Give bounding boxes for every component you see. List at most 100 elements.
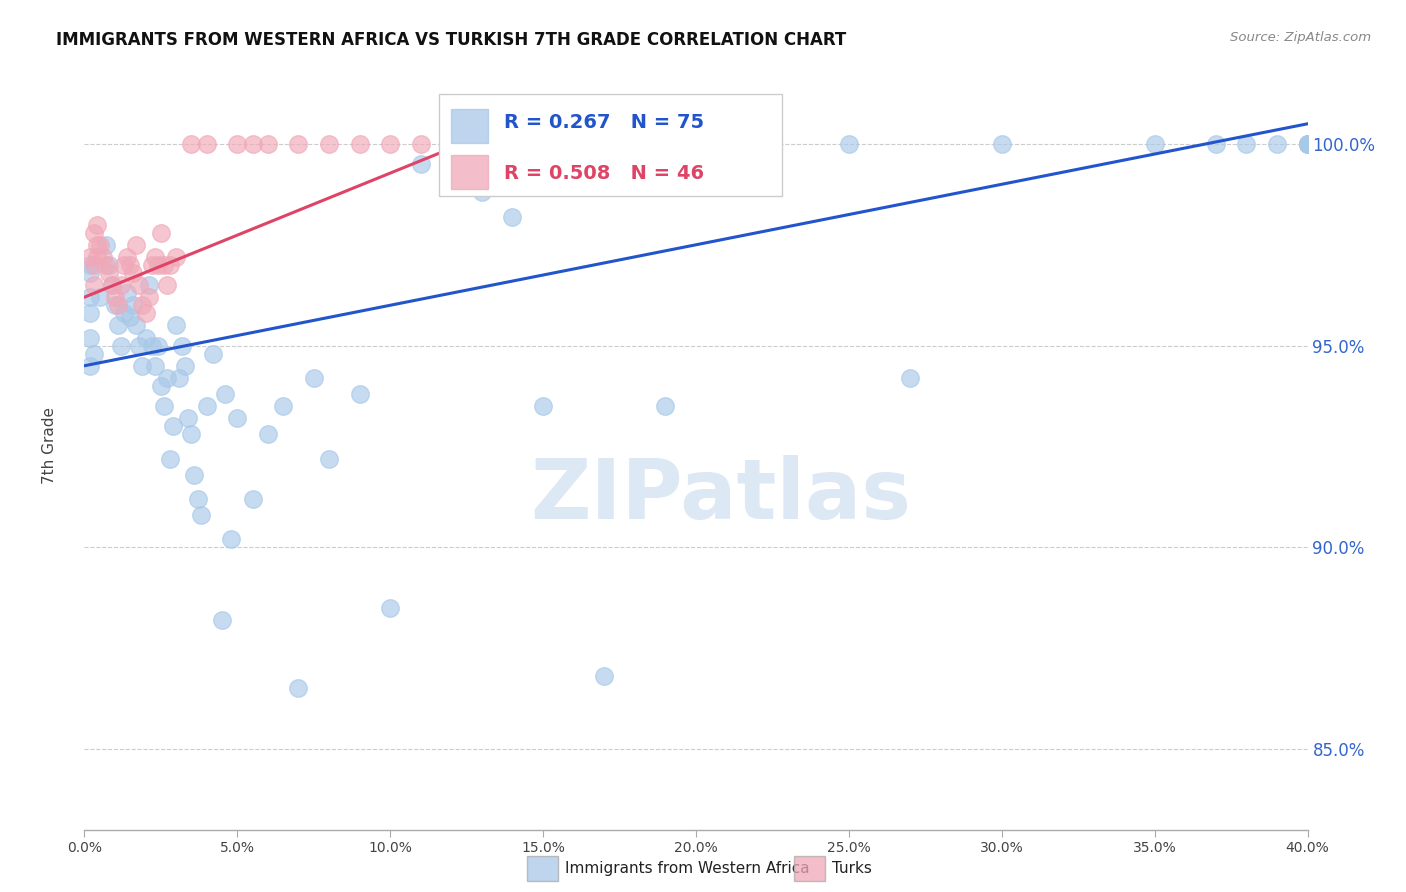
Point (186, 491, 208, 506)
Point (83, 278, 105, 293)
Point (226, 136, 249, 151)
Point (180, 136, 202, 151)
Point (94, 258, 117, 272)
Point (156, 278, 179, 293)
Point (1143, 136, 1166, 151)
Point (654, 399, 676, 413)
Point (79, 266, 101, 280)
Point (409, 136, 432, 151)
Point (287, 681, 309, 696)
Point (1296, 136, 1319, 151)
FancyBboxPatch shape (439, 95, 782, 196)
Point (125, 318, 148, 333)
Point (1296, 136, 1319, 151)
Point (159, 258, 181, 272)
Text: R = 0.508   N = 46: R = 0.508 N = 46 (503, 164, 704, 183)
Point (122, 266, 145, 280)
Point (502, 210, 524, 224)
Point (471, 136, 494, 151)
Point (79, 250, 101, 264)
Point (149, 379, 172, 393)
Point (97, 258, 120, 272)
Point (1296, 136, 1319, 151)
Text: Turks: Turks (832, 862, 872, 876)
Point (83, 258, 105, 272)
Point (1265, 136, 1288, 151)
Point (131, 359, 153, 373)
Point (1236, 136, 1258, 151)
Point (177, 411, 200, 425)
FancyBboxPatch shape (451, 109, 488, 144)
Point (97, 266, 120, 280)
Point (380, 136, 402, 151)
Point (898, 371, 921, 385)
Point (125, 237, 148, 252)
Point (165, 250, 187, 264)
Point (86, 237, 108, 252)
Point (79, 258, 101, 272)
Text: 7th Grade: 7th Grade (42, 408, 56, 484)
Point (79, 306, 101, 320)
Point (172, 338, 194, 352)
Point (120, 258, 142, 272)
Text: R = 0.267   N = 75: R = 0.267 N = 75 (503, 113, 704, 132)
Point (318, 136, 340, 151)
Point (143, 359, 166, 373)
Point (991, 136, 1014, 151)
Point (107, 318, 129, 333)
Point (349, 136, 371, 151)
Point (146, 338, 169, 352)
Point (409, 157, 432, 171)
Point (318, 451, 340, 466)
Point (440, 169, 463, 184)
Point (531, 136, 554, 151)
Point (141, 338, 163, 352)
Point (838, 136, 860, 151)
Point (242, 491, 264, 506)
Point (242, 136, 264, 151)
Point (91, 250, 114, 264)
Point (135, 306, 157, 320)
Text: Source: ZipAtlas.com: Source: ZipAtlas.com (1230, 31, 1371, 45)
Point (135, 330, 157, 344)
Point (183, 467, 205, 482)
Point (156, 371, 179, 385)
Point (1296, 136, 1319, 151)
Point (104, 290, 127, 304)
Point (159, 451, 181, 466)
Point (257, 136, 280, 151)
Point (83, 226, 105, 240)
Point (146, 258, 169, 272)
Point (271, 399, 294, 413)
Point (89, 237, 111, 252)
Point (219, 532, 242, 546)
Point (86, 250, 108, 264)
Point (190, 508, 212, 522)
Point (128, 278, 150, 293)
Point (141, 258, 163, 272)
Point (287, 136, 309, 151)
Point (79, 359, 101, 373)
Point (112, 258, 135, 272)
Point (747, 169, 769, 184)
Point (138, 290, 160, 304)
Point (104, 298, 127, 312)
Point (1296, 136, 1319, 151)
Point (174, 359, 197, 373)
Point (195, 136, 218, 151)
Point (593, 669, 616, 683)
Point (440, 136, 463, 151)
Point (162, 419, 184, 434)
Point (214, 387, 236, 401)
Point (112, 306, 135, 320)
Point (89, 290, 111, 304)
Point (531, 399, 554, 413)
Point (471, 186, 494, 200)
Point (349, 387, 371, 401)
Text: IMMIGRANTS FROM WESTERN AFRICA VS TURKISH 7TH GRADE CORRELATION CHART: IMMIGRANTS FROM WESTERN AFRICA VS TURKIS… (56, 31, 846, 49)
Point (110, 278, 132, 293)
Point (94, 237, 117, 252)
Point (143, 250, 166, 264)
Point (115, 286, 138, 301)
Point (153, 258, 176, 272)
